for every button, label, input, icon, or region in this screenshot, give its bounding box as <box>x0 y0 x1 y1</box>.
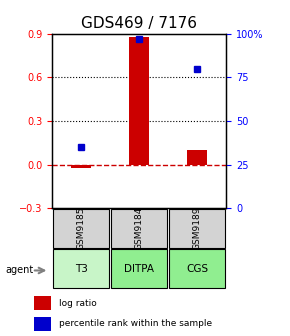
Text: GSM9185: GSM9185 <box>77 207 86 250</box>
FancyBboxPatch shape <box>53 249 109 288</box>
Text: T3: T3 <box>75 264 88 274</box>
Text: percentile rank within the sample: percentile rank within the sample <box>59 319 212 328</box>
Bar <box>34 317 51 331</box>
FancyBboxPatch shape <box>111 249 167 288</box>
Text: DITPA: DITPA <box>124 264 154 274</box>
Title: GDS469 / 7176: GDS469 / 7176 <box>81 16 197 31</box>
FancyBboxPatch shape <box>53 209 109 248</box>
Bar <box>34 296 51 310</box>
Text: CGS: CGS <box>186 264 208 274</box>
Text: log ratio: log ratio <box>59 299 96 308</box>
FancyBboxPatch shape <box>169 249 225 288</box>
FancyBboxPatch shape <box>111 209 167 248</box>
Text: agent: agent <box>6 265 34 276</box>
Bar <box>187 150 207 165</box>
Bar <box>71 165 91 168</box>
FancyBboxPatch shape <box>169 209 225 248</box>
Text: GSM9189: GSM9189 <box>193 207 202 250</box>
Text: GSM9184: GSM9184 <box>135 207 144 250</box>
Bar <box>129 37 149 165</box>
